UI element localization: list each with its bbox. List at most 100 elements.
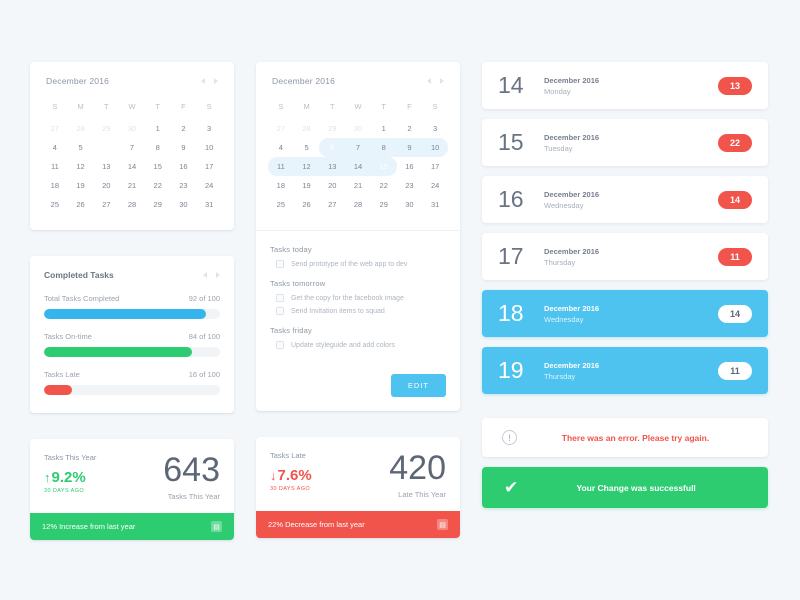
- calendar-day-8[interactable]: 8: [370, 138, 397, 157]
- calendar-day-16[interactable]: 16: [405, 162, 414, 171]
- task-row[interactable]: Get the copy for the facebook image: [276, 294, 446, 302]
- chevron-left-icon[interactable]: [201, 78, 205, 84]
- calendar-day-20[interactable]: 20: [102, 181, 111, 190]
- calendar-day-3[interactable]: 3: [207, 124, 212, 133]
- calendar-day-21[interactable]: 21: [353, 181, 363, 190]
- calendar-day-6[interactable]: 6: [93, 138, 119, 157]
- calendar-day-12[interactable]: 12: [76, 162, 85, 171]
- chevron-left-icon[interactable]: [427, 78, 431, 84]
- calendar-day-26[interactable]: 26: [76, 200, 85, 209]
- day-row[interactable]: 18 December 2016 Wednesday 14: [482, 290, 768, 337]
- calendar-day-24[interactable]: 24: [204, 181, 214, 190]
- calendar-day-27[interactable]: 27: [50, 124, 60, 133]
- calendar-day-28[interactable]: 28: [302, 124, 311, 133]
- day-row[interactable]: 15 December 2016 Tuesday 22: [482, 119, 768, 166]
- edit-button[interactable]: EDIT: [390, 374, 446, 397]
- alert-success[interactable]: ✔ Your Change was successfull: [482, 467, 768, 508]
- calendar-day-4[interactable]: 4: [278, 143, 283, 152]
- calendar-day-19[interactable]: 19: [302, 181, 311, 190]
- calendar-day-9[interactable]: 9: [396, 138, 423, 157]
- calendar-day-8[interactable]: 8: [155, 143, 160, 152]
- calendar-day-11[interactable]: 11: [50, 162, 59, 171]
- calendar-day-1[interactable]: 1: [155, 124, 160, 133]
- calendar-day-14[interactable]: 14: [345, 157, 371, 176]
- calendar-day-12[interactable]: 12: [293, 157, 320, 176]
- chevron-left-icon[interactable]: [203, 272, 207, 278]
- calendar-day-20[interactable]: 20: [328, 181, 337, 190]
- calendar-day-29[interactable]: 29: [328, 124, 337, 133]
- calendar-day-25[interactable]: 25: [276, 200, 286, 209]
- calendar-day-4[interactable]: 4: [52, 143, 57, 152]
- calendar-day-22[interactable]: 22: [379, 181, 388, 190]
- task-row[interactable]: Send prototype of the web app to dev: [276, 260, 446, 268]
- calendar-day-31[interactable]: 31: [204, 200, 214, 209]
- calendar-day-1[interactable]: 1: [381, 124, 386, 133]
- calendar-day-26[interactable]: 26: [302, 200, 311, 209]
- calendar-day-2[interactable]: 2: [181, 124, 186, 133]
- calendar-day-22[interactable]: 22: [153, 181, 162, 190]
- task-checkbox[interactable]: [276, 294, 284, 302]
- calendar-day-19[interactable]: 19: [76, 181, 85, 190]
- calendar-day-2[interactable]: 2: [407, 124, 412, 133]
- calendar-day-5[interactable]: 5: [304, 143, 309, 152]
- calendar-day-29[interactable]: 29: [153, 200, 162, 209]
- calendar-dow-0: S: [52, 102, 58, 111]
- task-checkbox[interactable]: [276, 307, 284, 315]
- calendar-day-28[interactable]: 28: [76, 124, 85, 133]
- calendar-day-27[interactable]: 27: [276, 124, 286, 133]
- day-row[interactable]: 16 December 2016 Wednesday 14: [482, 176, 768, 223]
- calendar-day-29[interactable]: 29: [379, 200, 388, 209]
- calendar-day-24[interactable]: 24: [430, 181, 440, 190]
- calendar-day-18[interactable]: 18: [50, 181, 60, 190]
- day-row[interactable]: 17 December 2016 Thursday 11: [482, 233, 768, 280]
- day-row[interactable]: 19 December 2016 Thursday 11: [482, 347, 768, 394]
- calendar-day-28[interactable]: 28: [353, 200, 363, 209]
- day-weekday: Wednesday: [544, 200, 584, 210]
- calendar-day-13[interactable]: 13: [102, 162, 111, 171]
- calendar-day-27[interactable]: 27: [102, 200, 111, 209]
- calendar-day-16[interactable]: 16: [179, 162, 188, 171]
- calendar-day-13[interactable]: 13: [319, 157, 346, 176]
- calendar-day-14[interactable]: 14: [127, 162, 137, 171]
- chevron-right-icon[interactable]: [216, 272, 220, 278]
- calendar-day-31[interactable]: 31: [430, 200, 440, 209]
- calendar-day-3[interactable]: 3: [433, 124, 438, 133]
- day-date: December 2016: [544, 360, 600, 370]
- alert-error[interactable]: ! There was an error. Please try again.: [482, 418, 768, 457]
- stat-footer[interactable]: 22% Decrease from last year ▤: [256, 511, 460, 538]
- calendar-day-30[interactable]: 30: [405, 200, 414, 209]
- calendar-day-9[interactable]: 9: [181, 143, 186, 152]
- calendar-day-15[interactable]: 15: [370, 157, 397, 176]
- task-row[interactable]: Send Invitation items to squad: [276, 307, 446, 315]
- calendar-day-30[interactable]: 30: [179, 200, 188, 209]
- calendar-day-23[interactable]: 23: [405, 181, 414, 190]
- chevron-right-icon[interactable]: [440, 78, 444, 84]
- calendar-day-28[interactable]: 28: [127, 200, 137, 209]
- calendar-day-5[interactable]: 5: [78, 143, 83, 152]
- calendar-day-30[interactable]: 30: [127, 124, 137, 133]
- calendar-day-29[interactable]: 29: [102, 124, 111, 133]
- calendar-day-15[interactable]: 15: [153, 162, 162, 171]
- calendar-day-7[interactable]: 7: [345, 138, 371, 157]
- calendar-day-7[interactable]: 7: [129, 143, 135, 152]
- calendar-day-6[interactable]: 6: [319, 138, 346, 157]
- calendar-day-10[interactable]: 10: [204, 143, 214, 152]
- calendar-day-21[interactable]: 21: [127, 181, 137, 190]
- calendar-day-11[interactable]: 11: [268, 157, 294, 176]
- day-row[interactable]: 14 December 2016 Monday 13: [482, 62, 768, 109]
- calendar-day-25[interactable]: 25: [50, 200, 60, 209]
- task-checkbox[interactable]: [276, 341, 284, 349]
- chevron-right-icon[interactable]: [214, 78, 218, 84]
- calendar-day-17[interactable]: 17: [204, 162, 214, 171]
- calendar-day-17[interactable]: 17: [430, 162, 440, 171]
- calendar-day-18[interactable]: 18: [276, 181, 286, 190]
- calendar-day-30[interactable]: 30: [353, 124, 363, 133]
- progress-bar-item: Total Tasks Completed 92 of 100: [44, 294, 220, 319]
- stat-sub: 30 DAYS AGO: [270, 486, 311, 492]
- task-row[interactable]: Update styleguide and add colors: [276, 341, 446, 349]
- calendar-day-23[interactable]: 23: [179, 181, 188, 190]
- calendar-day-10[interactable]: 10: [422, 138, 448, 157]
- stat-footer[interactable]: 12% Increase from last year ▤: [30, 513, 234, 540]
- task-checkbox[interactable]: [276, 260, 284, 268]
- calendar-day-27[interactable]: 27: [328, 200, 337, 209]
